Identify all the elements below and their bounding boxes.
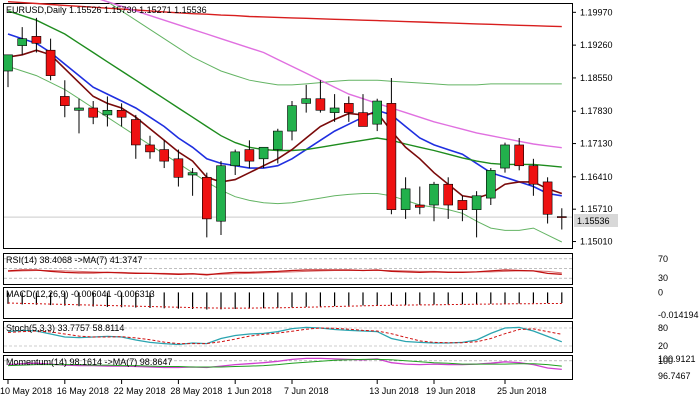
candle-body <box>372 100 383 125</box>
indicator-axis-label: 80 <box>658 323 668 333</box>
candle-body <box>230 151 240 167</box>
candle-body <box>386 103 397 210</box>
axis-layer: 1.19970 1.19260 1.18550 1.17830 1.17130 1.164… <box>0 7 699 396</box>
macd-panel-frame <box>3 287 573 319</box>
candle-body <box>528 165 539 185</box>
date-axis-label: 19 Jun 2018 <box>426 386 476 396</box>
candle-body <box>414 204 425 208</box>
current-price-tag: 1.15536 <box>574 214 618 227</box>
date-axis-label: 10 May 2018 <box>0 386 52 396</box>
candle-body <box>500 144 510 169</box>
candle-body <box>131 119 141 146</box>
candle-body <box>343 103 354 113</box>
candle-body <box>429 183 439 206</box>
candle-body <box>542 181 553 215</box>
candle-body <box>102 109 113 116</box>
price-axis-label: 1.15710 <box>580 204 613 214</box>
indicator-series-line <box>7 270 562 275</box>
current-price-label: 1.15536 <box>577 216 610 226</box>
candle-body <box>202 176 212 220</box>
envelope-lower-line <box>7 65 563 243</box>
indicator-axis-label: 100 <box>658 356 673 366</box>
indicator-layer <box>4 258 572 371</box>
candle-body <box>31 36 42 44</box>
candle-body <box>400 188 411 210</box>
candle-body <box>173 158 184 178</box>
candle-body <box>88 107 98 118</box>
date-axis-label: 25 Jun 2018 <box>497 386 547 396</box>
stoch-title: Stoch(5,3,3) 33.7757 58.8114 <box>6 323 124 333</box>
moving-average-line <box>7 10 562 168</box>
candle-body <box>457 200 468 210</box>
candle-body <box>45 49 56 76</box>
candle-body <box>187 172 198 176</box>
candle-body <box>514 144 525 167</box>
symbol-title: EURUSD,Daily 1.15526 1.15730 1.15271 1.1… <box>6 5 207 15</box>
candle-body <box>3 54 13 72</box>
candle-body <box>471 195 482 210</box>
price-axis-label: 1.19260 <box>580 40 613 50</box>
candle-body <box>244 149 255 162</box>
date-axis-label: 7 Jun 2018 <box>284 386 329 396</box>
indicator-axis-label: 20 <box>658 341 668 351</box>
envelope-upper-line <box>100 0 562 86</box>
candle-body <box>59 96 70 106</box>
candle-body <box>358 112 368 127</box>
price-axis-label: 1.18550 <box>580 73 613 83</box>
indicator-axis-label: 100.9121 <box>658 354 696 364</box>
price-layer <box>3 0 572 243</box>
candle-body <box>329 107 340 113</box>
indicator-axis-label: -0.014194 <box>658 310 699 320</box>
momentum-title: Momentum(14) 98.1614 ->MA(7) 98.8647 <box>6 357 172 367</box>
price-axis-label: 1.17830 <box>580 106 613 116</box>
macd-signal-line <box>7 302 562 309</box>
indicator-axis-label: 96.7467 <box>658 371 691 381</box>
price-axis-label: 1.17130 <box>580 139 613 149</box>
candle-body <box>287 105 297 132</box>
candle-body <box>116 109 127 118</box>
candle-body <box>74 107 84 111</box>
moving-average-line <box>7 49 563 199</box>
date-axis-label: 13 Jun 2018 <box>369 386 419 396</box>
candle-body <box>216 165 226 222</box>
rsi-panel-frame <box>3 253 573 285</box>
price-axis-label: 1.15010 <box>580 237 613 247</box>
candle-body <box>258 146 269 160</box>
candle-body <box>272 130 283 150</box>
candle-body <box>145 144 155 153</box>
momentum-panel-frame <box>3 355 573 380</box>
indicator-series-line <box>7 327 562 345</box>
candle-body <box>315 98 326 111</box>
candle-body <box>556 216 567 218</box>
indicator-series-line <box>7 358 562 368</box>
date-axis-label: 16 May 2018 <box>57 386 109 396</box>
moving-average-line <box>99 0 562 149</box>
date-axis-label: 28 May 2018 <box>170 386 222 396</box>
candle-body <box>443 183 454 206</box>
macd-title: MACD(12,26,9) -0.006041 -0.006313 <box>6 289 155 299</box>
rsi-title: RSI(14) 38.4068 ->MA(7) 41.3747 <box>6 255 142 265</box>
indicator-axis-label: 30 <box>658 273 668 283</box>
indicator-axis-label: 0 <box>658 287 663 297</box>
candle-body <box>17 38 28 46</box>
candle-body <box>301 98 312 104</box>
moving-average-line <box>7 1 562 28</box>
price-axis-label: 1.16410 <box>580 172 613 182</box>
date-axis-label: 22 May 2018 <box>114 386 166 396</box>
candle-body <box>159 149 169 162</box>
candle-body <box>485 170 496 199</box>
date-axis-label: 1 Jun 2018 <box>227 386 272 396</box>
indicator-axis-label: 70 <box>658 254 668 264</box>
price-axis-label: 1.19970 <box>580 7 613 17</box>
